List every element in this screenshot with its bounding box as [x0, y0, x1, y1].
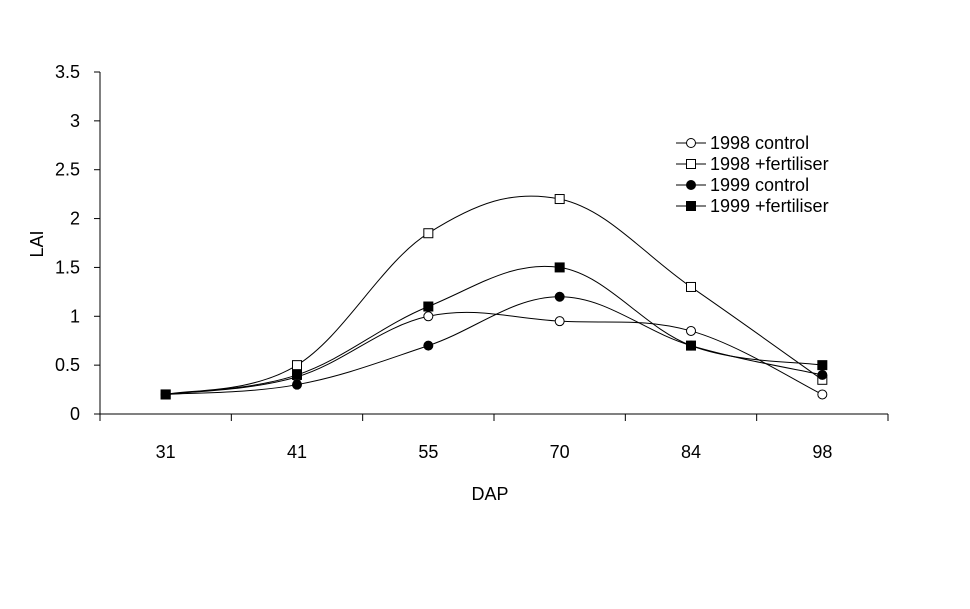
axes: 0 0.5 1 1.5 2 2.5 3 3.5 31 41 55 70 84 98 [55, 62, 889, 462]
y-axis-title: LAI [27, 230, 47, 257]
data-point [292, 360, 302, 371]
data-point [292, 379, 302, 390]
y-tick-label: 1 [70, 306, 80, 326]
data-point [554, 316, 565, 327]
data-point [423, 340, 434, 351]
legend-item: 1998 control [676, 133, 809, 153]
legend-item: 1999 control [676, 175, 809, 195]
y-tick-label: 2 [70, 209, 80, 229]
data-point [160, 389, 171, 400]
legend-label: 1998 +fertiliser [710, 154, 829, 174]
y-tick-label: 0.5 [55, 355, 80, 375]
legend-marker [686, 159, 696, 169]
legend-label: 1998 control [710, 133, 809, 153]
x-tick-label: 55 [418, 442, 438, 462]
data-point [686, 325, 696, 336]
x-tick-label: 70 [550, 442, 570, 462]
series-line-1 [165, 311, 823, 395]
x-axis-title: DAP [471, 484, 508, 504]
data-point [817, 389, 828, 400]
series-line-3 [165, 296, 823, 395]
legend-marker [686, 138, 696, 148]
y-tick-label: 3 [70, 111, 80, 131]
data-point [423, 228, 434, 239]
data-point [554, 291, 565, 302]
series-line-4 [165, 265, 823, 395]
data-point [423, 311, 434, 322]
legend-label: 1999 control [710, 175, 809, 195]
x-tick-label: 98 [812, 442, 832, 462]
series-markers [160, 194, 828, 400]
data-point [554, 194, 565, 205]
legend-marker [686, 180, 696, 190]
legend-label: 1999 +fertiliser [710, 196, 829, 216]
series-lines [165, 195, 823, 395]
legend-marker [686, 201, 696, 211]
data-point [423, 301, 434, 312]
x-tick-label: 41 [287, 442, 307, 462]
y-tick-label: 2.5 [55, 160, 80, 180]
data-point [554, 262, 565, 273]
data-point [817, 369, 828, 380]
legend-item: 1998 +fertiliser [676, 154, 829, 174]
data-point [817, 360, 828, 371]
y-tick-label: 3.5 [55, 62, 80, 82]
x-tick-label: 84 [681, 442, 701, 462]
y-tick-label: 0 [70, 404, 80, 424]
x-tick-label: 31 [156, 442, 176, 462]
y-tick-label: 1.5 [55, 257, 80, 277]
data-point [686, 340, 696, 351]
data-point [686, 281, 696, 292]
legend-item: 1999 +fertiliser [676, 196, 829, 216]
data-point [292, 369, 302, 380]
series-line-2 [165, 195, 823, 395]
